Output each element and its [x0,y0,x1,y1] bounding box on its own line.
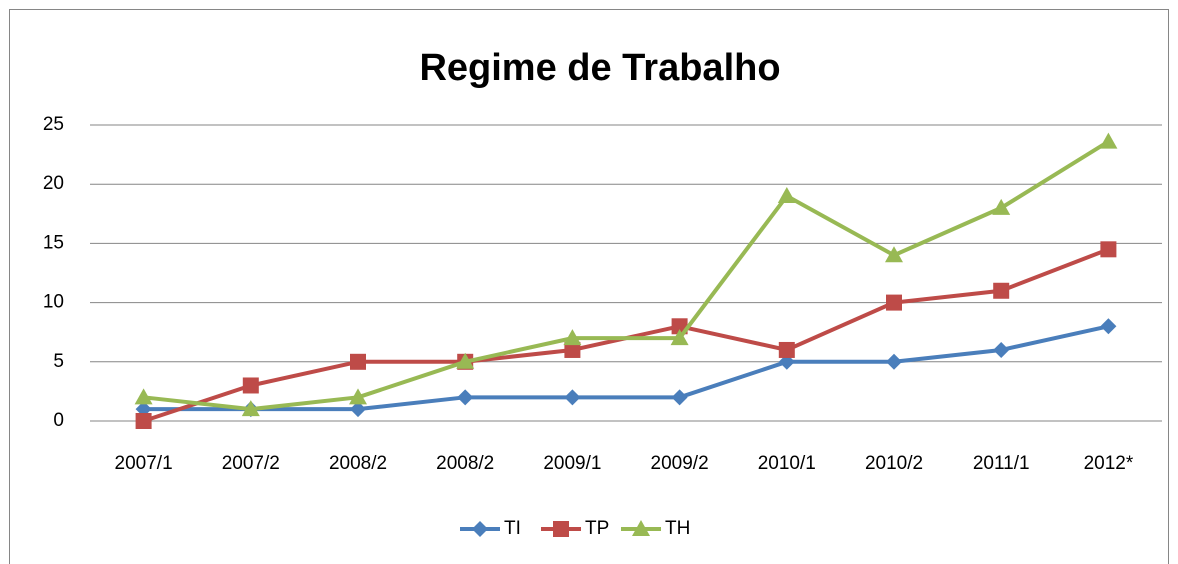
series-line [143,139,1110,412]
data-point [563,329,582,346]
x-tick-label: 2010/2 [865,453,923,474]
x-tick-label: 2007/2 [222,453,280,474]
data-point [886,294,902,311]
data-point [993,341,1010,358]
data-point [885,246,903,263]
data-point [241,400,260,417]
data-point [1100,318,1117,335]
x-tick-label: 2008/2 [436,453,494,474]
data-point [1099,132,1118,149]
legend-marker [553,521,569,537]
x-tick-label: 2009/1 [543,453,601,474]
data-point [349,388,367,405]
y-tick-label: 0 [53,410,64,431]
x-tick-label: 2012* [1084,453,1134,474]
x-tick-label: 2008/2 [329,453,387,474]
chart-border [9,9,1169,564]
data-point [670,329,689,346]
data-point [242,377,259,394]
data-point [135,413,152,429]
legend-label: TP [585,518,609,539]
data-point [671,389,688,406]
legend-label: TI [504,518,521,539]
y-tick-label: 25 [43,114,64,135]
legend-marker [632,520,650,536]
y-tick-label: 15 [43,232,64,253]
y-tick-label: 10 [43,292,64,313]
x-tick-label: 2011/1 [973,453,1030,474]
x-tick-label: 2009/2 [651,453,709,474]
data-point [350,401,366,418]
data-point [134,388,153,405]
x-tick-label: 2010/1 [758,453,816,474]
data-point [1100,241,1117,258]
data-point [993,282,1010,299]
data-point [457,389,474,406]
data-point [456,352,475,369]
y-tick-label: 20 [43,173,64,194]
data-point [777,187,796,204]
data-point [778,341,795,358]
data-point [564,389,581,406]
y-tick-label: 5 [53,351,64,372]
legend-marker [472,521,488,537]
data-point [886,353,902,370]
data-point [992,198,1011,215]
chart-title: Regime de Trabalho [419,47,780,89]
legend-label: TH [665,518,690,539]
x-tick-label: 2007/1 [115,453,173,474]
data-point [350,353,366,370]
series-line [143,324,1109,412]
data-point [564,341,581,358]
